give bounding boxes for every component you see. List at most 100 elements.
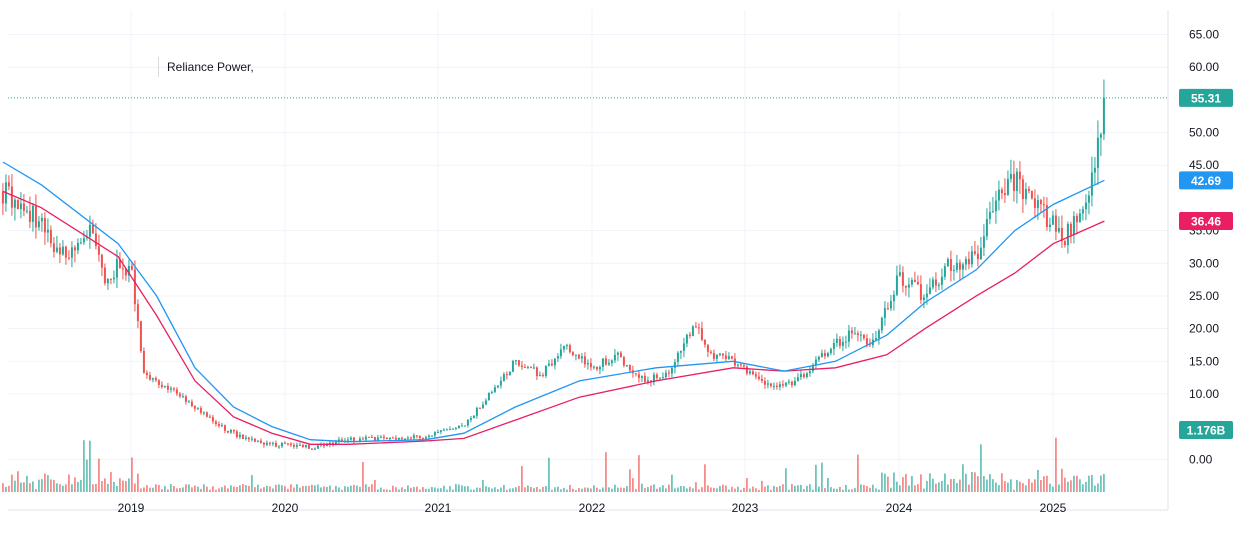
ma-slow-badge [1179, 212, 1233, 231]
volume-bar [542, 486, 544, 492]
candle-body [391, 437, 394, 439]
volume-bar [839, 486, 841, 492]
candle-body [538, 374, 541, 377]
candle-body [46, 229, 49, 233]
candle-body [448, 429, 451, 431]
volume-bar [155, 484, 157, 492]
volume-bar [68, 474, 70, 492]
candle-body [823, 353, 826, 357]
candle-body [304, 444, 307, 448]
volume-bar [455, 484, 457, 492]
candle-body [910, 279, 913, 285]
candle-body [940, 276, 943, 285]
time-tick-label: 2022 [579, 501, 606, 515]
volume-bar [128, 478, 130, 492]
volume-bar [179, 487, 181, 492]
price-tick-label: 15.00 [1189, 354, 1219, 368]
candle-body [154, 378, 157, 381]
volume-bar [311, 484, 313, 492]
volume-bar [881, 472, 883, 492]
price-tick-label: 50.00 [1189, 126, 1219, 140]
candle-body [964, 259, 967, 265]
candle-body [130, 265, 133, 270]
volume-bar [593, 485, 595, 492]
volume-bar [152, 487, 154, 492]
time-tick-label: 2023 [732, 501, 759, 515]
candle-body [1066, 223, 1069, 246]
candle-body [646, 380, 649, 382]
volume-bar [269, 486, 271, 492]
candle-body [1036, 200, 1039, 208]
candle-body [184, 396, 187, 402]
candle-body [31, 205, 34, 222]
volume-bar [608, 487, 610, 492]
volume-bar [59, 484, 61, 492]
volume-bar [917, 484, 919, 492]
candle-body [955, 262, 958, 270]
volume-bar [62, 485, 64, 492]
candle-body [802, 374, 805, 377]
volume-bar [563, 487, 565, 492]
candle-body [64, 246, 67, 258]
volume-bar [869, 487, 871, 492]
candle-body [784, 382, 787, 386]
volume-bar [284, 486, 286, 492]
candle-body [1084, 202, 1087, 210]
candle-body [769, 383, 772, 387]
volume-bar [362, 461, 364, 492]
candle-body [76, 242, 79, 251]
volume-bar [710, 487, 712, 492]
volume-bar [263, 487, 265, 492]
candle-body [754, 374, 757, 377]
volume-bar [845, 484, 847, 492]
candle-body [619, 352, 622, 358]
candle-body [412, 435, 415, 439]
volume-bar [497, 489, 499, 492]
volume-bar [812, 489, 814, 492]
volume-bar [521, 466, 523, 492]
volume-bar [569, 484, 571, 492]
volume-bar [971, 471, 973, 492]
candle-body [673, 362, 676, 368]
candle-body [571, 352, 574, 356]
candle-body [142, 351, 145, 373]
candle-body [160, 384, 163, 387]
volume-bar [23, 482, 25, 492]
volume-bar [38, 479, 40, 492]
candle-body [352, 437, 355, 442]
volume-bar [86, 459, 88, 492]
candle-body [280, 442, 283, 447]
volume-bar [368, 486, 370, 492]
candle-body [100, 254, 103, 268]
volume-bar [305, 485, 307, 492]
volume-bar [1013, 489, 1015, 492]
candle-body [718, 353, 721, 355]
candle-body [781, 384, 784, 386]
volume-bar [761, 480, 763, 492]
time-axis[interactable]: 2019 2020 2021 2022 2023 2024 2025 [118, 501, 1067, 515]
price-axis[interactable]: 65.0060.0050.0045.0035.0030.0025.0020.00… [1189, 28, 1219, 467]
candle-body [826, 353, 829, 357]
volume-bar [314, 485, 316, 492]
candle-body [532, 367, 535, 369]
volume-bar [620, 487, 622, 492]
volume-bar [1043, 476, 1045, 492]
candle-body [34, 205, 37, 228]
candle-body [358, 438, 361, 442]
candle-body [442, 429, 445, 431]
candle-body [925, 293, 928, 298]
candle-body [190, 401, 193, 407]
symbol-legend[interactable]: Reliance Power, [158, 57, 254, 77]
candle-body [610, 360, 613, 363]
candle-body [460, 425, 463, 427]
candle-body [19, 203, 22, 210]
volume-bar [272, 488, 274, 492]
volume-bar [344, 486, 346, 492]
volume-bar [1019, 481, 1021, 492]
candle-body [751, 371, 754, 375]
volume-bar [392, 485, 394, 492]
volume-bar [419, 489, 421, 492]
volume-bar [692, 488, 694, 492]
